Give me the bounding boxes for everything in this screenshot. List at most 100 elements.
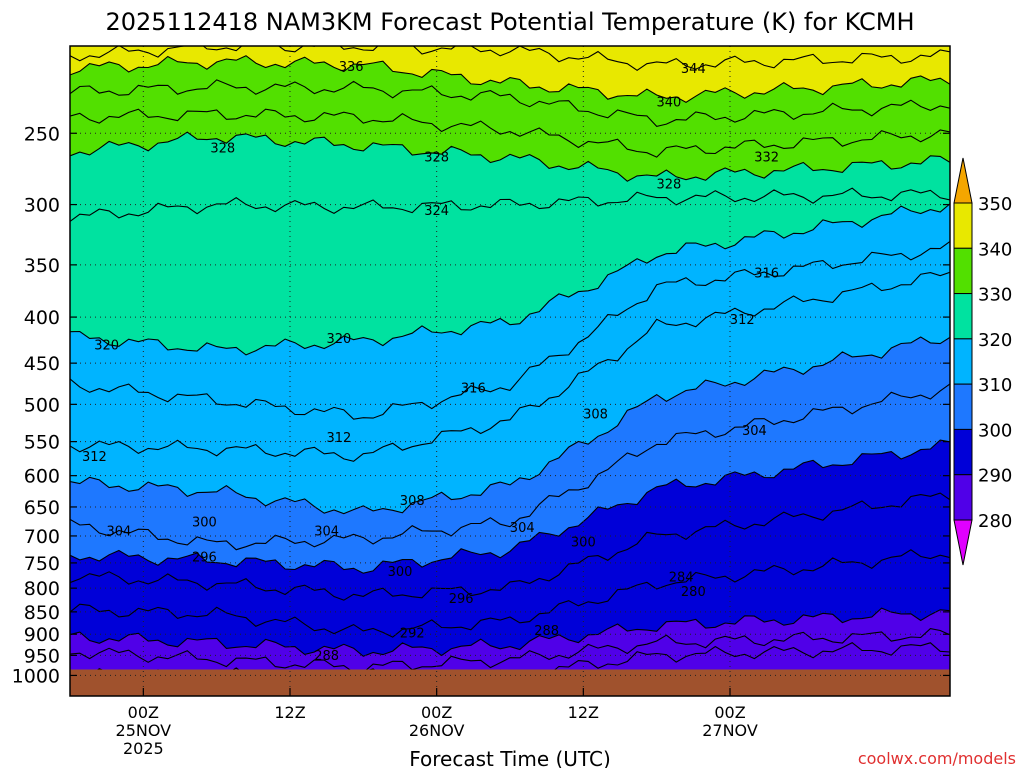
- colorbar-label-280: 280: [978, 511, 1012, 532]
- isentrope-284: [70, 628, 950, 674]
- y-tick-label-650: 650: [24, 497, 60, 519]
- colorbar-label-350: 350: [978, 194, 1012, 215]
- y-tick-label-400: 400: [24, 307, 60, 329]
- contour-label-9: 312: [730, 313, 755, 328]
- colorbar-under-arrow: [953, 519, 973, 566]
- x-tick-label-4-1: 27NOV: [702, 721, 758, 740]
- y-tick-label-700: 700: [24, 526, 60, 548]
- colorbar-label-320: 320: [978, 330, 1012, 351]
- contour-label-5: 332: [754, 151, 779, 166]
- isentrope-300: [70, 439, 950, 574]
- contour-label-28: 292: [400, 626, 425, 641]
- colorbar-swatch-330: [953, 247, 973, 295]
- isentrope-328: [70, 131, 950, 182]
- contour-label-16: 312: [82, 450, 107, 465]
- contour-label-4: 328: [424, 151, 449, 166]
- isentrope-296: [70, 492, 950, 601]
- colorbar-label-310: 310: [978, 375, 1012, 396]
- x-tick-label-4-0: 00Z: [714, 703, 745, 722]
- colorbar-legend: 280 290 300 310 320 330 340 350: [953, 157, 1012, 566]
- y-tick-label-450: 450: [24, 353, 60, 375]
- colorbar-swatch-280: [953, 474, 973, 521]
- isentrope-324: [70, 187, 950, 222]
- credit-text: coolwx.com/models: [858, 749, 1016, 768]
- isentrope-316: [70, 240, 950, 420]
- contour-label-21: 304: [510, 521, 535, 536]
- colorbar-label-340: 340: [978, 239, 1012, 260]
- chart-title: 2025112418 NAM3KM Forecast Potential Tem…: [105, 8, 914, 36]
- contour-label-24: 300: [388, 565, 413, 580]
- contour-label-20: 304: [314, 524, 339, 539]
- isentrope-304: [70, 383, 950, 551]
- colorbar-label-300: 300: [978, 420, 1012, 441]
- colorbar-swatch-310: [953, 338, 973, 385]
- x-tick-label-3-0: 12Z: [568, 703, 599, 722]
- x-tick-label-2-0: 00Z: [421, 703, 452, 722]
- colorbar-swatch-320: [953, 293, 973, 340]
- colorbar-label-290: 290: [978, 466, 1012, 487]
- contour-label-26: 284: [669, 570, 694, 585]
- y-tick-label-950: 950: [24, 645, 60, 667]
- x-tick-label-1-0: 12Z: [274, 703, 305, 722]
- contour-label-6: 328: [656, 178, 681, 193]
- y-tick-label-250: 250: [24, 123, 60, 145]
- y-tick-label-550: 550: [24, 432, 60, 454]
- ground-surface: [70, 669, 950, 696]
- colorbar-swatch-340: [953, 202, 973, 249]
- x-tick-label-0-0: 00Z: [128, 703, 159, 722]
- contour-label-12: 316: [461, 381, 486, 396]
- contour-label-25: 296: [449, 592, 474, 607]
- isentrope-336: [70, 79, 950, 128]
- isentrope-288: [70, 607, 950, 657]
- colorbar-swatch-300: [953, 383, 973, 430]
- grid-lines: [70, 46, 950, 696]
- contour-label-27: 280: [681, 585, 706, 600]
- contour-labels: 336 344 340 328 328 332 328 324 316 312 320 320 316 3…: [82, 60, 779, 664]
- contour-label-30: 288: [314, 649, 339, 664]
- isentrope-312: [70, 271, 950, 462]
- contour-label-11: 320: [326, 332, 351, 347]
- isentrope-340: [70, 55, 950, 104]
- contour-label-23: 296: [192, 551, 217, 566]
- contour-label-3: 328: [210, 142, 235, 157]
- isentrope-344: [70, 46, 950, 71]
- contour-label-13: 308: [583, 407, 608, 422]
- isentrope-308: [70, 336, 950, 515]
- contour-label-17: 308: [400, 494, 425, 509]
- isentrope-292: [70, 549, 950, 638]
- colorbar-over-arrow: [953, 157, 973, 204]
- contour-label-14: 304: [742, 424, 767, 439]
- y-tick-label-350: 350: [24, 255, 60, 277]
- plot-frame: [69, 45, 951, 697]
- y-tick-label-900: 900: [24, 624, 60, 646]
- contour-label-7: 324: [424, 204, 449, 219]
- y-tick-label-750: 750: [24, 553, 60, 575]
- y-axis: 2503003504004505005506006507007508008509…: [12, 123, 950, 687]
- isentrope-320: [70, 203, 950, 356]
- y-tick-label-1000: 1000: [12, 665, 60, 687]
- x-tick-label-0-2: 2025: [123, 739, 164, 758]
- contour-label-29: 288: [534, 624, 559, 639]
- x-tick-label-2-1: 26NOV: [409, 721, 465, 740]
- isentrope-332: [70, 108, 950, 158]
- colorbar-swatch-290: [953, 428, 973, 476]
- y-tick-label-800: 800: [24, 578, 60, 600]
- contour-label-1: 344: [681, 62, 706, 77]
- y-tick-label-500: 500: [24, 394, 60, 416]
- contour-label-18: 300: [192, 515, 217, 530]
- contour-label-15: 312: [326, 431, 351, 446]
- contour-label-22: 300: [571, 536, 596, 551]
- contour-label-0: 336: [339, 60, 364, 75]
- x-tick-label-0-1: 25NOV: [116, 721, 172, 740]
- contour-label-19: 304: [106, 524, 131, 539]
- y-tick-label-850: 850: [24, 602, 60, 624]
- y-tick-label-600: 600: [24, 466, 60, 488]
- y-tick-label-300: 300: [24, 195, 60, 217]
- colorbar-label-330: 330: [978, 285, 1012, 306]
- x-axis-label: Forecast Time (UTC): [409, 747, 611, 768]
- contour-label-8: 316: [754, 267, 779, 282]
- contour-label-2: 340: [656, 95, 681, 110]
- contour-label-10: 320: [94, 338, 119, 353]
